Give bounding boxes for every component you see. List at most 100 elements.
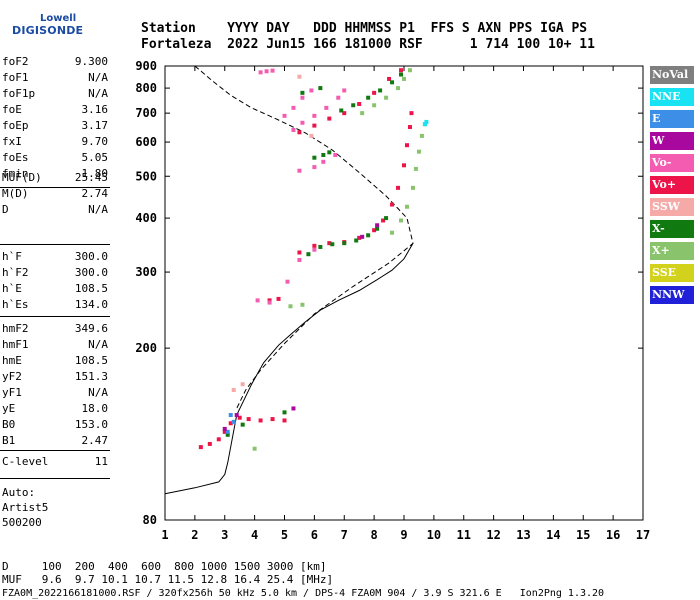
echo-mark — [228, 413, 233, 418]
echo-mark — [372, 228, 377, 233]
x-tick-label: 3 — [221, 528, 228, 542]
echo-mark — [422, 122, 427, 127]
echo-mark — [354, 238, 359, 243]
echo-mark — [327, 150, 332, 155]
echo-mark — [327, 116, 332, 121]
param-row: foF2 9.300 — [2, 55, 108, 69]
x-tick-label: 17 — [636, 528, 650, 542]
y-tick-label: 300 — [135, 265, 157, 279]
auto-code: 500200 — [2, 516, 42, 529]
param-value: 300.0 — [74, 250, 108, 263]
echo-mark — [207, 441, 212, 446]
profile-solid-line — [164, 243, 414, 495]
echo-mark — [333, 152, 338, 157]
echo-mark — [267, 298, 272, 303]
param-row: yF1 N/A — [2, 386, 108, 400]
echo-mark — [396, 185, 401, 190]
param-value: 300.0 — [74, 266, 108, 279]
echo-mark — [300, 90, 305, 95]
echo-mark — [198, 445, 203, 450]
echo-mark — [360, 111, 365, 116]
param-row: C-level 11 — [2, 455, 108, 469]
x-tick-label: 15 — [576, 528, 590, 542]
legend-item: E — [650, 110, 694, 128]
echo-mark — [282, 410, 287, 415]
echo-mark — [258, 70, 263, 75]
echo-mark — [231, 419, 236, 424]
echo-mark — [318, 86, 323, 91]
param-value: 3.16 — [81, 103, 109, 116]
param-value: 11 — [94, 455, 108, 468]
echo-mark — [312, 165, 317, 170]
echo-mark — [342, 88, 347, 93]
echo-mark — [291, 127, 296, 132]
echo-mark — [309, 88, 314, 93]
param-row: h`F 300.0 — [2, 250, 108, 264]
legend-item: NNW — [650, 286, 694, 304]
echo-mark — [237, 415, 242, 420]
x-tick-label: 10 — [427, 528, 441, 542]
echo-mark — [404, 204, 409, 209]
separator-line — [0, 187, 110, 188]
echo-mark — [336, 95, 341, 100]
legend-item: Vo+ — [650, 176, 694, 194]
echo-mark — [360, 234, 365, 239]
echo-mark — [378, 88, 383, 93]
param-name: fmin — [2, 167, 29, 180]
x-tick-label: 11 — [457, 528, 471, 542]
echo-mark — [222, 426, 227, 431]
separator-line — [0, 316, 110, 317]
param-row: B0 153.0 — [2, 418, 108, 432]
x-tick-label: 1 — [161, 528, 168, 542]
legend-item: W — [650, 132, 694, 150]
param-name: yF1 — [2, 386, 22, 399]
param-row: hmF1 N/A — [2, 338, 108, 352]
echo-mark — [240, 422, 245, 427]
param-row: h`Es 134.0 — [2, 298, 108, 312]
param-value: 108.5 — [74, 282, 108, 295]
legend-item: X+ — [650, 242, 694, 260]
param-name: yE — [2, 402, 16, 415]
echo-mark — [387, 76, 392, 81]
echo-mark — [276, 296, 281, 301]
param-name: foF1p — [2, 87, 36, 100]
echo-mark — [312, 123, 317, 128]
echo-mark — [312, 113, 317, 118]
y-tick-label: 800 — [135, 81, 157, 95]
param-row: foF1 N/A — [2, 71, 108, 85]
param-row: hmE 108.5 — [2, 354, 108, 368]
y-tick-label: 700 — [135, 106, 157, 120]
echo-mark — [390, 202, 395, 207]
echo-mark — [309, 133, 314, 138]
echo-mark — [282, 113, 287, 118]
echo-mark — [413, 166, 418, 171]
param-name: foEs — [2, 151, 29, 164]
param-name: fxI — [2, 135, 22, 148]
footer-file-info: FZA0M_2022166181000.RSF / 320fx256h 50 k… — [2, 588, 605, 599]
param-value: 151.3 — [74, 370, 108, 383]
echo-mark — [416, 149, 421, 154]
y-tick-label: 600 — [135, 135, 157, 149]
param-value: N/A — [88, 71, 108, 84]
echo-mark — [390, 80, 395, 85]
legend-item: SSW — [650, 198, 694, 216]
param-value: N/A — [88, 386, 108, 399]
param-row: hmF2 349.6 — [2, 322, 108, 336]
param-name: M(D) — [2, 187, 29, 200]
param-row: M(D) 2.74 — [2, 187, 108, 201]
param-name: h`F — [2, 250, 22, 263]
param-name: C-level — [2, 455, 49, 468]
echo-mark — [372, 103, 377, 108]
echo-mark — [409, 111, 414, 116]
param-value: 349.6 — [74, 322, 108, 335]
param-name: MUF(D) — [2, 171, 42, 184]
echo-mark — [402, 163, 406, 168]
echo-mark — [381, 218, 386, 223]
echo-mark — [288, 304, 293, 309]
param-name: foEp — [2, 119, 29, 132]
echo-mark — [291, 105, 296, 110]
echo-mark — [246, 417, 251, 422]
echo-mark — [228, 421, 233, 426]
y-tick-label: 200 — [135, 341, 157, 355]
